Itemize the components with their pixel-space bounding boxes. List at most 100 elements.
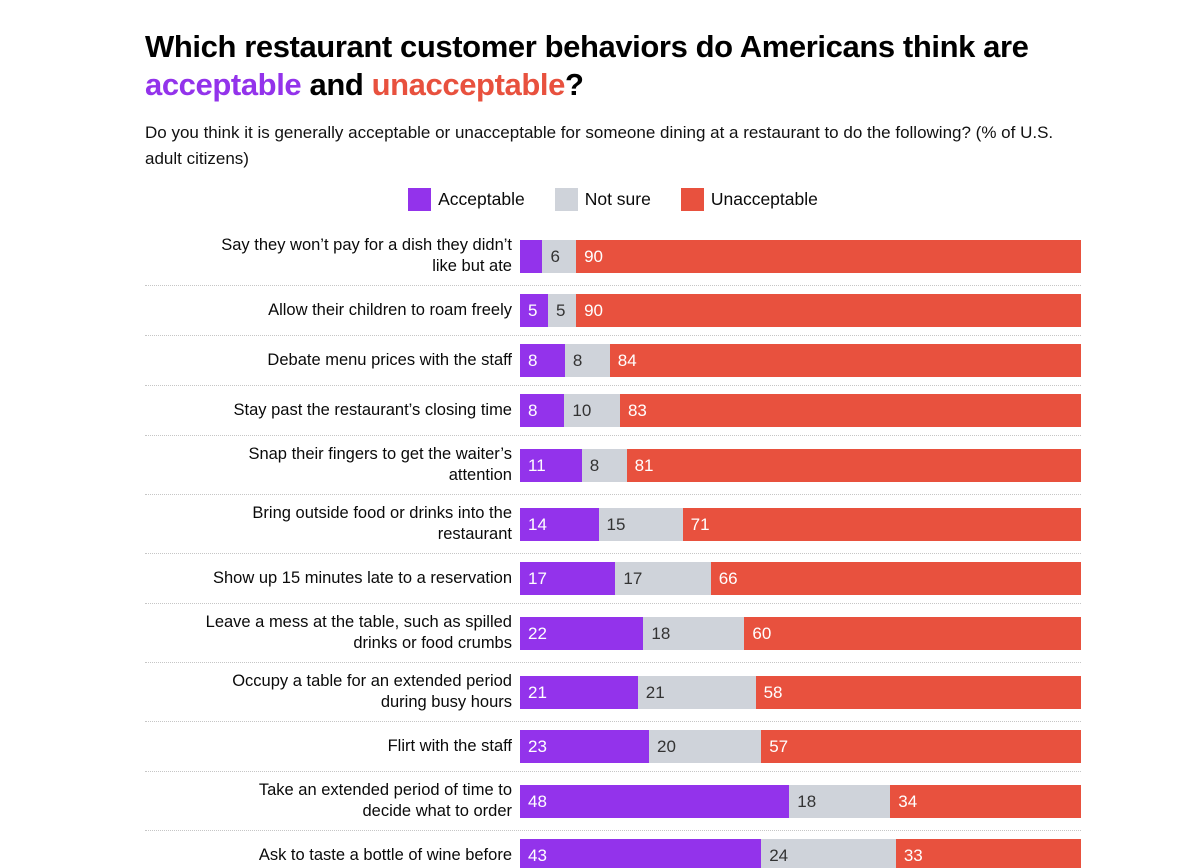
- bar-value-label: 8: [528, 351, 538, 370]
- bar-value-label: 8: [528, 401, 538, 420]
- bar-value-label: 58: [763, 682, 783, 702]
- bar-segment-not-sure: 17: [615, 562, 711, 595]
- row-bars: 14 15 71: [520, 507, 1081, 541]
- bar-segment-acceptable: 23: [520, 730, 650, 763]
- bar-segment-unacceptable: 90: [576, 239, 1081, 273]
- legend-label: Not sure: [584, 189, 651, 209]
- bar-value-label: 33: [903, 846, 923, 865]
- row-bars: 5 5 90: [520, 294, 1081, 327]
- bar-value-label: 71: [690, 514, 710, 534]
- bar-segment-unacceptable: 60: [744, 616, 1081, 650]
- title-part: and: [301, 67, 372, 102]
- bar-value-label: 6: [550, 246, 560, 266]
- bar-value-label: 34: [898, 791, 918, 811]
- title-part: ?: [564, 67, 584, 102]
- row-label: Snap their fingers to get the waiter’s a…: [248, 445, 512, 484]
- row-label: Debate menu prices with the staff: [267, 351, 512, 369]
- bar-segment-unacceptable: 57: [761, 730, 1081, 763]
- row-bars: 22 18 60: [520, 616, 1081, 650]
- row-bars: 43 24 33: [520, 839, 1081, 868]
- bar-value-label: 8: [589, 455, 600, 475]
- bar-value-label: 5: [528, 301, 538, 320]
- row-label: Occupy a table for an extended period du…: [232, 672, 512, 711]
- bar-value-label: 18: [651, 623, 671, 643]
- legend-label: Acceptable: [438, 189, 525, 209]
- title-part: unacceptable: [371, 67, 566, 102]
- bar-segment-not-sure: 8: [564, 344, 610, 377]
- bar-segment-not-sure: 24: [761, 839, 896, 868]
- bar-value-label: 90: [584, 301, 604, 320]
- legend-label: Unacceptable: [710, 189, 818, 209]
- bar-segment-not-sure: 5: [548, 294, 577, 327]
- row-bars: 8 10 83: [520, 394, 1081, 427]
- bar-value-label: 21: [528, 682, 547, 702]
- row-bars: 6 90: [520, 239, 1081, 273]
- bar-value-label: 23: [528, 737, 547, 756]
- row-label: Take an extended period of time to decid…: [258, 781, 512, 820]
- bar-value-label: 18: [797, 791, 817, 811]
- chart-legend: Acceptable Not sure Unacceptable: [145, 188, 1081, 211]
- bar-value-label: 24: [769, 846, 789, 865]
- bar-value-label: 83: [627, 401, 647, 420]
- bar-segment-unacceptable: 66: [710, 562, 1081, 595]
- row-bars: 11 8 81: [520, 448, 1081, 482]
- chart-subtitle: Do you think it is generally acceptable …: [145, 123, 1054, 168]
- bar-segment-unacceptable: 90: [576, 294, 1081, 327]
- bar-segment-acceptable: 8: [520, 344, 565, 377]
- bar-segment-not-sure: 8: [581, 448, 627, 482]
- chart-row-3: Debate menu prices with the staff 8 8 84: [145, 336, 1081, 386]
- legend-swatch-not-sure: [554, 188, 578, 211]
- row-bars: 23 20 57: [520, 730, 1081, 763]
- chart-row-10: Flirt with the staff 23 20 57: [145, 722, 1081, 772]
- bar-value-label: 15: [606, 514, 626, 534]
- bar-segment-unacceptable: 71: [682, 507, 1081, 541]
- title-part: Which restaurant customer behaviors do A…: [145, 29, 1029, 64]
- chart-row-5: Snap their fingers to get the waiter’s a…: [145, 436, 1081, 495]
- bar-value-label: 17: [623, 569, 643, 588]
- chart-row-2: Allow their children to roam freely 5 5 90: [145, 286, 1081, 336]
- row-label: Allow their children to roam freely: [268, 301, 512, 319]
- row-bars: 48 18 34: [520, 784, 1081, 818]
- chart-row-9: Occupy a table for an extended period du…: [145, 663, 1081, 722]
- bar-segment-acceptable: 48: [520, 784, 790, 818]
- bar-value-label: 8: [572, 351, 583, 370]
- bar-value-label: 10: [572, 401, 592, 420]
- bar-segment-unacceptable: 33: [895, 839, 1081, 868]
- bar-segment-not-sure: 18: [643, 616, 745, 650]
- row-label: Ask to taste a bottle of wine before: [258, 846, 512, 864]
- row-label: Stay past the restaurant’s closing time: [233, 401, 512, 419]
- bar-segment-acceptable: 17: [520, 562, 616, 595]
- bar-value-label: 90: [584, 246, 604, 266]
- bar-value-label: 17: [528, 569, 547, 588]
- bar-segment-unacceptable: 81: [626, 448, 1081, 482]
- chart-row-6: Bring outside food or drinks into the re…: [145, 495, 1081, 554]
- row-label: Show up 15 minutes late to a reservation: [212, 569, 512, 587]
- chart-row-11: Take an extended period of time to decid…: [145, 772, 1081, 831]
- bar-value-label: 5: [556, 301, 566, 320]
- bar-segment-acceptable: 21: [520, 675, 638, 709]
- bar-value-label: 22: [528, 623, 547, 643]
- bar-segment-acceptable: 8: [520, 394, 565, 427]
- bar-segment-not-sure: 10: [564, 394, 620, 427]
- bar-segment-unacceptable: 34: [890, 784, 1081, 818]
- bar-segment-acceptable: 22: [520, 616, 644, 650]
- bar-value-label: 81: [634, 455, 654, 475]
- legend-swatch-acceptable: [408, 188, 432, 211]
- bar-segment-acceptable: 43: [520, 839, 762, 868]
- chart-container: Which restaurant customer behaviors do A…: [145, 28, 1081, 868]
- bar-segment-acceptable: 5: [520, 294, 549, 327]
- legend-swatch-unacceptable: [680, 188, 704, 211]
- chart-row-7: Show up 15 minutes late to a reservation…: [145, 554, 1081, 604]
- bar-value-label: 57: [769, 737, 789, 756]
- bar-segment-not-sure: 20: [649, 730, 762, 763]
- bar-segment-not-sure: 21: [637, 675, 756, 709]
- bar-segment-acceptable: 14: [520, 507, 599, 541]
- bar-value-label: 66: [718, 569, 738, 588]
- bar-segment-unacceptable: 58: [755, 675, 1081, 709]
- bar-value-label: 20: [657, 737, 676, 756]
- bar-segment-not-sure: 6: [542, 239, 577, 273]
- chart-row-12: Ask to taste a bottle of wine before 43 24…: [145, 831, 1081, 868]
- chart-rows: Say they won’t pay for a dish they didn’…: [145, 227, 1081, 868]
- bar-value-label: 11: [528, 455, 546, 475]
- bar-value-label: 43: [528, 846, 547, 865]
